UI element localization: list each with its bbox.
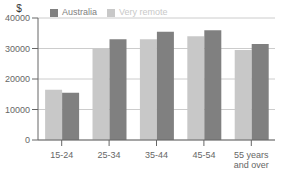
svg-text:20000: 20000 <box>8 74 30 84</box>
svg-text:15-24: 15-24 <box>50 150 73 160</box>
svg-text:35-44: 35-44 <box>145 150 168 160</box>
svg-text:55 yearsand over: 55 yearsand over <box>234 150 269 170</box>
html-text:Very remote: Very remote <box>119 7 168 17</box>
html-text:Australia: Australia <box>62 7 97 17</box>
svg-text:40000: 40000 <box>8 13 30 23</box>
svg-text:30000: 30000 <box>8 44 30 54</box>
svg-text:10000: 10000 <box>8 105 30 115</box>
svg-text:25-34: 25-34 <box>98 150 121 160</box>
svg-text:0: 0 <box>25 135 30 145</box>
svg-text:45-54: 45-54 <box>192 150 215 160</box>
svg-text:$: $ <box>16 3 22 14</box>
